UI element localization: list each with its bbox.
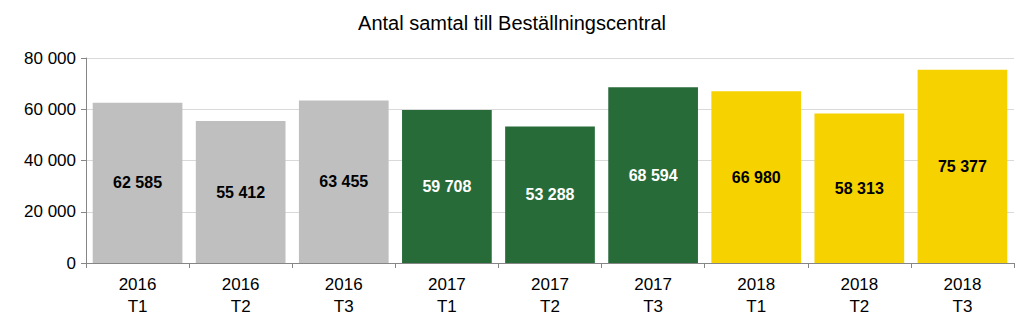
svg-text:2016: 2016 [325,275,363,294]
svg-text:40 000: 40 000 [24,151,76,170]
svg-text:53 288: 53 288 [526,186,575,203]
svg-text:20 000: 20 000 [24,202,76,221]
svg-text:68 594: 68 594 [629,167,678,184]
svg-text:T3: T3 [334,297,354,316]
svg-text:T1: T1 [437,297,457,316]
svg-text:T3: T3 [953,297,973,316]
svg-text:2016: 2016 [119,275,157,294]
svg-text:2018: 2018 [840,275,878,294]
svg-text:T1: T1 [128,297,148,316]
svg-text:2017: 2017 [428,275,466,294]
svg-text:T3: T3 [643,297,663,316]
svg-text:T2: T2 [849,297,869,316]
svg-text:0: 0 [67,254,76,273]
svg-text:59 708: 59 708 [422,178,471,195]
svg-text:55 412: 55 412 [216,184,265,201]
svg-text:80 000: 80 000 [24,49,76,68]
svg-text:T1: T1 [746,297,766,316]
svg-text:2017: 2017 [634,275,672,294]
svg-text:66 980: 66 980 [732,169,781,186]
svg-text:T2: T2 [231,297,251,316]
svg-text:58 313: 58 313 [835,180,884,197]
svg-text:60 000: 60 000 [24,100,76,119]
svg-text:63 455: 63 455 [319,173,368,190]
svg-text:2017: 2017 [531,275,569,294]
svg-text:62 585: 62 585 [113,174,162,191]
svg-text:75 377: 75 377 [938,158,987,175]
svg-text:Antal samtal till Beställnings: Antal samtal till Beställningscentral [358,12,666,34]
svg-text:2016: 2016 [222,275,260,294]
svg-text:2018: 2018 [944,275,982,294]
svg-text:T2: T2 [540,297,560,316]
svg-text:2018: 2018 [737,275,775,294]
